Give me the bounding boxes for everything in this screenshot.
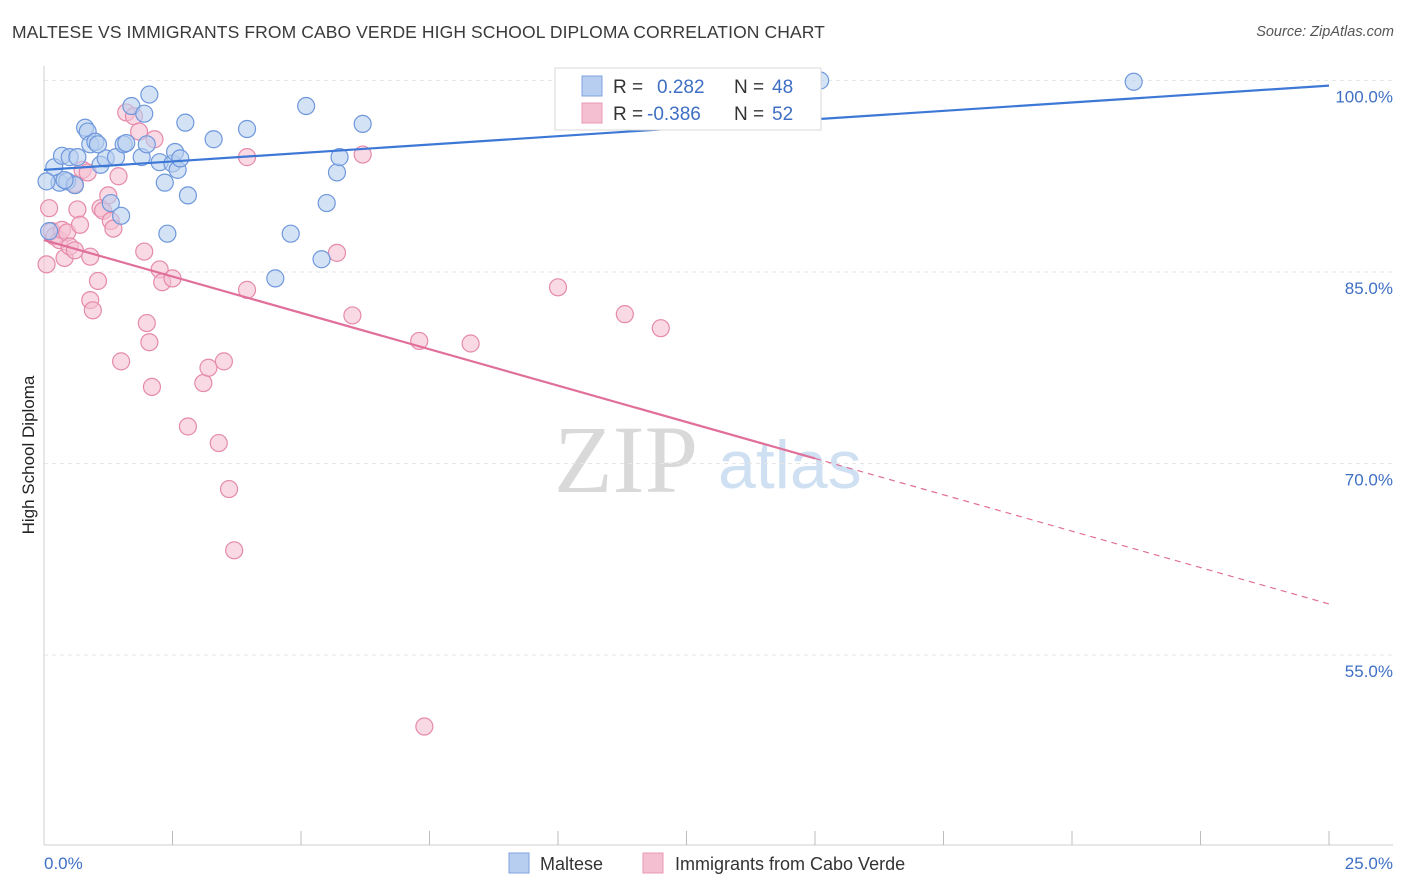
legend-r-value-2: -0.386 <box>647 104 701 125</box>
point-cabo-verde-53 <box>615 305 634 324</box>
x-ticks <box>172 831 1330 845</box>
point-cabo-verde-43 <box>225 541 244 560</box>
legend-n-label-2: N = <box>734 104 764 125</box>
trend-lines <box>43 84 1330 605</box>
y-tick-label-100: 100.0% <box>1335 88 1393 107</box>
point-maltese-45 <box>55 170 74 190</box>
y-tick-labels: 55.0% 70.0% 85.0% 100.0% <box>1335 88 1393 682</box>
point-maltese-13 <box>101 193 120 213</box>
point-maltese-42 <box>1124 72 1143 91</box>
point-cabo-verde-47 <box>343 306 362 325</box>
point-cabo-verde-37 <box>178 417 198 436</box>
bottom-legend-label-cabo-verde: Immigrants from Cabo Verde <box>675 854 905 874</box>
point-maltese-35 <box>297 96 316 116</box>
point-cabo-verde-54 <box>651 319 670 338</box>
point-maltese-44 <box>37 172 56 191</box>
chart-title: MALTESE VS IMMIGRANTS FROM CABO VERDE HI… <box>12 22 825 42</box>
point-maltese-23 <box>155 173 174 192</box>
point-cabo-verde-29 <box>135 242 154 261</box>
point-maltese-40 <box>353 114 372 134</box>
series-maltese-points <box>37 71 1143 288</box>
x-tick-label-min: 0.0% <box>44 854 83 873</box>
point-cabo-verde-18 <box>88 271 108 291</box>
point-maltese-24 <box>158 224 177 243</box>
legend-swatch-cabo-verde <box>581 102 603 124</box>
point-maltese-20 <box>137 135 156 154</box>
bottom-legend-label-maltese: Maltese <box>540 854 603 874</box>
point-maltese-33 <box>266 269 285 288</box>
point-cabo-verde-24 <box>109 167 128 186</box>
legend-swatch-maltese <box>581 75 603 97</box>
legend-n-value-2: 52 <box>772 104 793 125</box>
point-maltese-19 <box>135 104 154 123</box>
legend-n-label-1: N = <box>734 77 764 98</box>
point-maltese-38 <box>327 163 347 182</box>
point-maltese-47 <box>117 133 136 153</box>
point-cabo-verde-12 <box>70 215 90 234</box>
point-maltese-21 <box>140 85 159 104</box>
legend-n-value-1: 48 <box>772 77 793 98</box>
legend-r-value-1: 0.282 <box>657 77 705 98</box>
point-cabo-verde-17 <box>83 301 102 320</box>
point-maltese-46 <box>88 135 108 154</box>
point-maltese-36 <box>312 250 331 269</box>
trend-line-cabo-verde-extrapolated <box>814 457 1330 605</box>
point-maltese-37 <box>317 193 336 213</box>
y-tick-label-70: 70.0% <box>1345 471 1393 490</box>
y-tick-label-55: 55.0% <box>1345 662 1393 681</box>
point-cabo-verde-50 <box>415 717 434 736</box>
point-cabo-verde-41 <box>214 352 233 371</box>
point-cabo-verde-46 <box>327 243 347 262</box>
point-maltese-30 <box>178 186 198 205</box>
point-cabo-verde-51 <box>461 334 480 353</box>
point-maltese-31 <box>204 130 223 149</box>
legend-r-label-1: R = <box>613 77 643 98</box>
point-cabo-verde-0 <box>37 255 56 274</box>
y-axis-title: High School Diploma <box>19 375 38 534</box>
legend: R = 0.282 N = 48 R = -0.386 N = 52 <box>554 67 822 131</box>
bottom-legend: Maltese Immigrants from Cabo Verde <box>508 852 905 874</box>
x-tick-label-max: 25.0% <box>1345 854 1393 873</box>
point-maltese-28 <box>171 149 190 168</box>
y-tick-label-85: 85.0% <box>1345 279 1393 298</box>
point-maltese-43 <box>40 222 59 241</box>
point-cabo-verde-38 <box>194 373 213 393</box>
point-maltese-29 <box>176 113 195 132</box>
trend-line-cabo-verde <box>43 239 816 460</box>
point-cabo-verde-11 <box>68 200 87 219</box>
watermark-zip: ZIP <box>554 406 698 513</box>
gridlines <box>44 80 1393 656</box>
point-cabo-verde-30 <box>137 313 156 333</box>
point-cabo-verde-52 <box>548 278 568 297</box>
point-cabo-verde-31 <box>140 333 159 352</box>
point-cabo-verde-42 <box>219 479 239 499</box>
point-cabo-verde-32 <box>142 377 162 397</box>
point-maltese-39 <box>330 148 349 167</box>
point-maltese-34 <box>281 224 300 243</box>
point-cabo-verde-39 <box>199 358 218 377</box>
point-cabo-verde-1 <box>40 199 59 218</box>
source-label: Source: ZipAtlas.com <box>1256 24 1394 40</box>
point-maltese-15 <box>111 206 131 225</box>
point-maltese-32 <box>237 119 257 139</box>
point-maltese-6 <box>68 148 87 167</box>
bottom-legend-swatch-cabo-verde <box>642 852 664 874</box>
point-cabo-verde-40 <box>209 433 228 453</box>
legend-r-label-2: R = <box>613 104 643 125</box>
point-cabo-verde-25 <box>111 352 131 371</box>
bottom-legend-swatch-maltese <box>508 852 530 874</box>
series-cabo-verde-points <box>37 103 670 736</box>
